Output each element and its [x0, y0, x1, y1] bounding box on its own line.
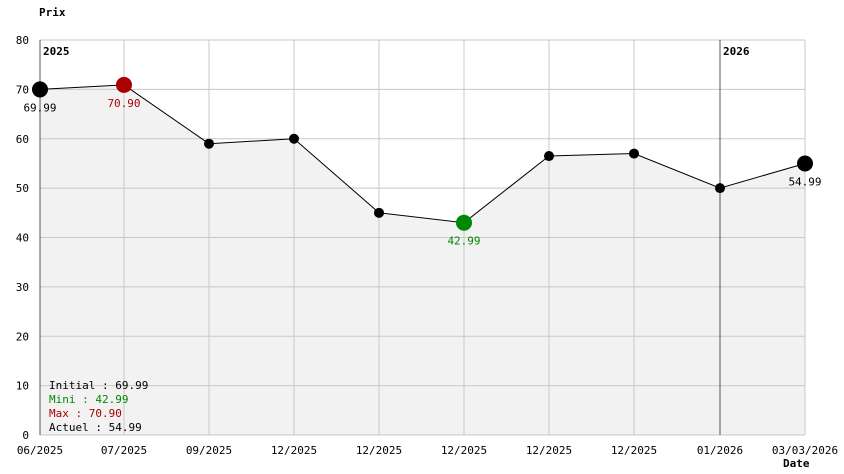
x-tick-label: 03/03/2026: [772, 444, 838, 457]
legend-line: Mini : 42.99: [49, 393, 128, 406]
point-value-label: 70.90: [107, 97, 140, 110]
y-tick-label: 10: [16, 380, 29, 393]
year-marker-label: 2026: [723, 45, 750, 58]
x-tick-label: 06/2025: [17, 444, 63, 457]
highlight-point: [797, 155, 813, 172]
series-line: [39, 84, 806, 224]
data-point: [544, 151, 554, 162]
data-point: [374, 207, 384, 218]
x-tick-label: 07/2025: [101, 444, 147, 457]
y-tick-label: 0: [22, 429, 29, 442]
y-tick-label: 60: [16, 133, 29, 146]
y-tick-label: 20: [16, 330, 29, 343]
point-value-label: 54.99: [788, 175, 821, 188]
y-tick-label: 50: [16, 182, 29, 195]
y-tick-label: 30: [16, 281, 29, 294]
highlight-point: [456, 214, 472, 231]
x-tick-label: 01/2026: [697, 444, 743, 457]
x-tick-label: 09/2025: [186, 444, 232, 457]
legend-line: Actuel : 54.99: [49, 421, 142, 434]
y-tick-label: 40: [16, 232, 29, 245]
year-marker-label: 2025: [43, 45, 70, 58]
data-point: [204, 138, 214, 149]
data-point: [629, 148, 639, 159]
y-axis-title: Prix: [39, 6, 66, 19]
point-value-label: 42.99: [447, 235, 480, 248]
highlight-point: [32, 81, 48, 98]
x-tick-label: 12/2025: [611, 444, 657, 457]
point-value-label: 69.99: [23, 101, 56, 114]
y-tick-label: 70: [16, 83, 29, 96]
data-point: [289, 133, 299, 144]
x-tick-label: 12/2025: [441, 444, 487, 457]
x-tick-label: 12/2025: [526, 444, 572, 457]
x-tick-label: 12/2025: [271, 444, 317, 457]
highlight-point: [116, 76, 132, 93]
legend-line: Max : 70.90: [49, 407, 122, 420]
area-fill: [40, 84, 805, 436]
y-tick-label: 80: [16, 34, 29, 47]
x-axis-title: Date: [783, 457, 810, 470]
legend-line: Initial : 69.99: [49, 379, 148, 392]
x-tick-label: 12/2025: [356, 444, 402, 457]
data-point: [715, 183, 725, 194]
